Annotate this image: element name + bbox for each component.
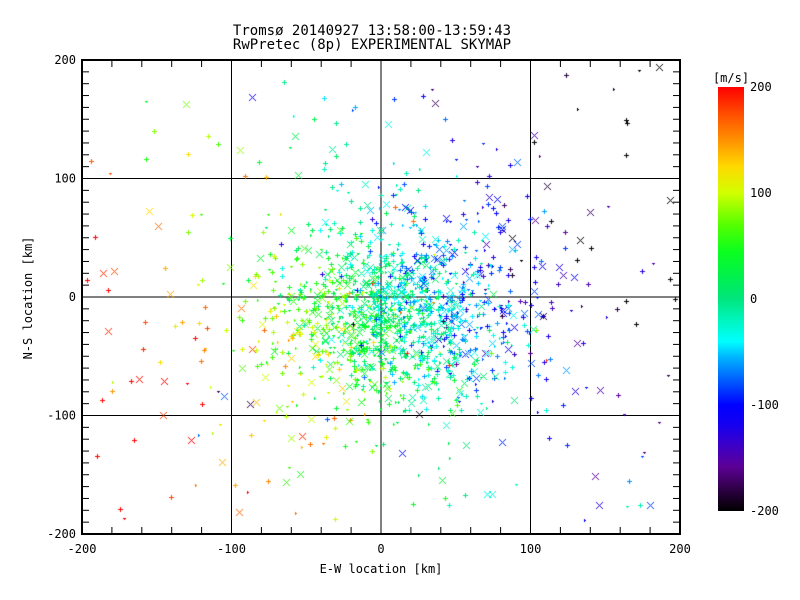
x-axis-title: E-W location [km] (319, 562, 443, 576)
colorbar-unit-label: [m/s] (712, 71, 750, 85)
y-axis-title: N-S location [km] (21, 236, 35, 360)
